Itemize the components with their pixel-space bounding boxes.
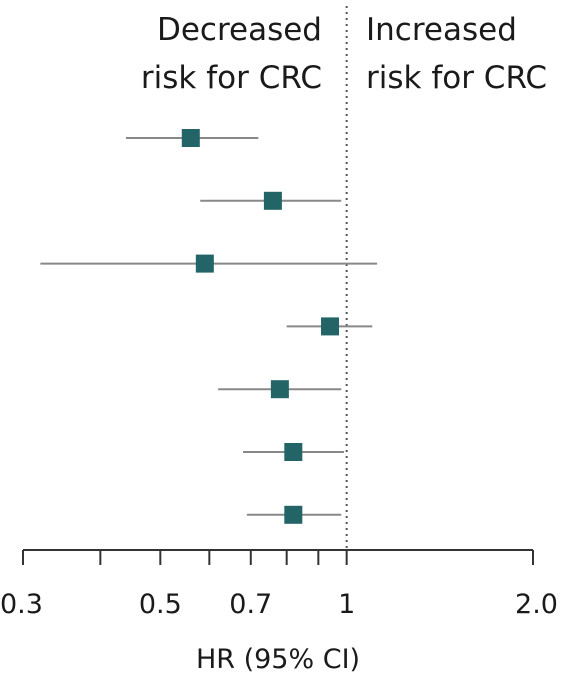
hr-marker-1 — [263, 191, 282, 210]
hr-marker-2 — [195, 254, 214, 273]
left-direction-label-line2: risk for CRC — [141, 60, 322, 96]
x-axis-title: HR (95% CI) — [196, 644, 360, 675]
hr-marker-6 — [284, 505, 303, 524]
hr-marker-3 — [321, 317, 340, 336]
estimates-group — [40, 129, 378, 524]
x-tick-label-3: 1 — [338, 589, 355, 620]
left-direction-label-line1: Decreased — [157, 12, 322, 48]
hr-marker-0 — [181, 129, 200, 147]
right-direction-label-line2: risk for CRC — [366, 60, 547, 96]
x-tick-label-4: 2.0 — [515, 589, 558, 620]
hr-marker-5 — [284, 443, 303, 461]
x-tick-label-0: 0.3 — [0, 589, 43, 620]
hr-marker-4 — [270, 380, 289, 399]
x-tick-label-1: 0.5 — [139, 589, 182, 620]
x-axis-ticks — [22, 550, 534, 565]
x-axis-tick-labels: 0.3 0.5 0.7 1 2.0 — [0, 589, 558, 620]
right-direction-label-line1: Increased — [366, 12, 517, 48]
x-tick-label-2: 0.7 — [229, 589, 272, 620]
